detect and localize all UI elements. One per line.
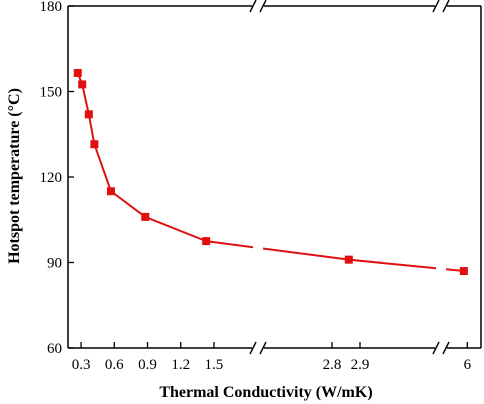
y-tick-label: 90 xyxy=(47,256,62,272)
break-1-slash xyxy=(249,341,257,355)
series-break-gap xyxy=(253,243,263,252)
data-point xyxy=(344,255,353,264)
break-1-slash xyxy=(259,341,267,355)
series-segment xyxy=(81,84,90,115)
series-line xyxy=(76,72,464,273)
data-point xyxy=(202,237,211,246)
series-segment xyxy=(144,215,207,243)
x-tick-label: 0.3 xyxy=(72,357,91,373)
series-segment xyxy=(348,258,464,273)
series-markers xyxy=(73,68,468,276)
data-point xyxy=(73,68,82,77)
x-axis: 0.3 0.6 0.9 1.2 1.5 2.8 2.9 6 xyxy=(72,342,472,373)
y-tick-label: 120 xyxy=(40,170,63,186)
series-segment xyxy=(93,143,112,192)
y-axis: 60 90 120 150 180 xyxy=(40,0,74,357)
break-2-slash xyxy=(442,341,450,355)
data-point xyxy=(141,212,150,221)
data-point xyxy=(459,267,468,276)
x-tick-label: 1.5 xyxy=(205,357,224,373)
series-break-gap xyxy=(436,264,446,273)
y-tick-label: 180 xyxy=(40,0,63,15)
x-tick-label: 2.9 xyxy=(351,357,370,373)
plot-frame xyxy=(67,5,482,349)
break-1-slash xyxy=(249,0,257,13)
data-point xyxy=(78,80,87,89)
data-point xyxy=(106,187,115,196)
x-tick-label: 0.6 xyxy=(105,357,124,373)
series-segment xyxy=(110,190,146,218)
x-tick-label: 2.8 xyxy=(323,357,342,373)
break-2-slash xyxy=(442,0,450,13)
x-tick-label: 1.2 xyxy=(171,357,190,373)
x-axis-title: Thermal Conductivity (W/mK) xyxy=(159,384,372,401)
y-axis-title: Hotspot temperature (°C) xyxy=(6,88,23,264)
break-2-gap xyxy=(435,341,447,355)
break-2-slash xyxy=(432,0,440,13)
x-tick-label: 0.9 xyxy=(138,357,157,373)
y-tick-label: 150 xyxy=(40,85,63,101)
series-segment xyxy=(87,114,96,145)
break-1-slash xyxy=(259,0,267,13)
series-segment xyxy=(206,240,349,261)
data-point xyxy=(84,110,93,119)
axis-break-marks xyxy=(249,0,450,355)
data-point xyxy=(90,140,99,149)
x-tick-label: 6 xyxy=(464,357,472,373)
y-tick-label: 60 xyxy=(47,341,62,357)
break-2-slash xyxy=(432,341,440,355)
break-1-gap xyxy=(252,341,264,355)
